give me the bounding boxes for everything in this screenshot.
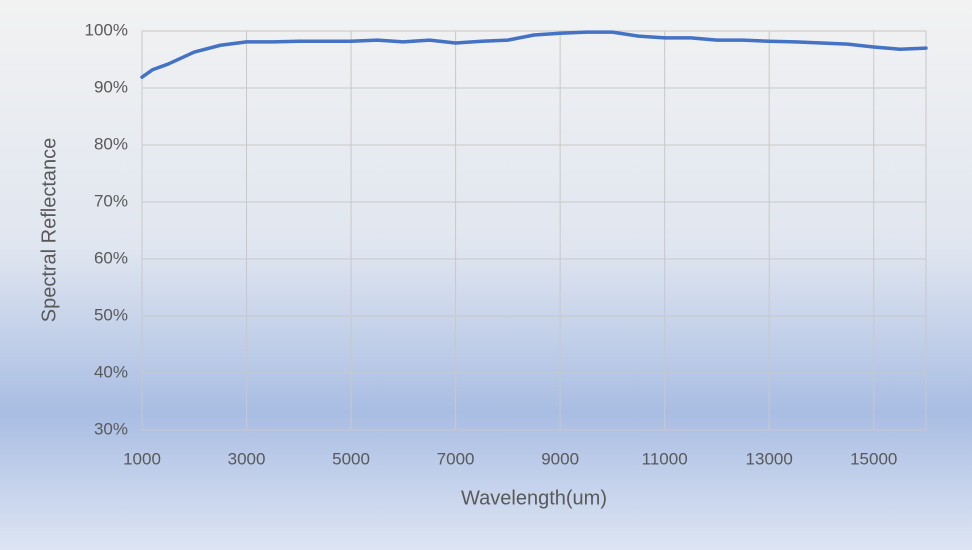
y-tick-label: 40% [94, 362, 128, 381]
x-tick-label: 11000 [642, 449, 688, 468]
x-tick-label: 15000 [850, 449, 897, 468]
x-tick-label: 7000 [437, 449, 475, 468]
x-tick-label: 13000 [746, 449, 793, 468]
y-axis-title: Spectral Reflectance [38, 138, 60, 323]
y-tick-label: 60% [94, 248, 128, 267]
y-tick-label: 90% [94, 77, 128, 96]
x-tick-label: 9000 [541, 449, 579, 468]
x-tick-label: 5000 [332, 449, 370, 468]
x-axis-title: Wavelength(um) [461, 487, 607, 509]
line [140, 30, 928, 79]
y-tick-label: 80% [94, 134, 128, 153]
x-tick-label: 1000 [123, 449, 161, 468]
y-tick-label: 50% [94, 305, 128, 324]
x-tick-label: 3000 [228, 449, 266, 468]
y-tick-label: 70% [94, 191, 128, 210]
y-tick-label: 100% [85, 20, 128, 39]
y-tick-label: 30% [94, 419, 128, 438]
